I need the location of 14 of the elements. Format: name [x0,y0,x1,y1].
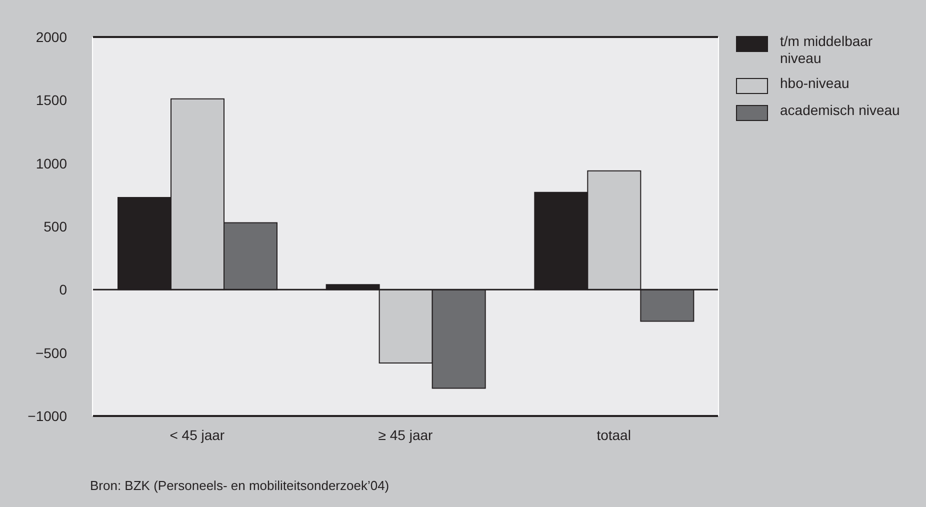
y-tick-label: 1000 [36,155,68,172]
y-tick-label: 0 [59,282,68,298]
y-tick-label: −1000 [28,408,68,424]
y-tick-label: 1500 [36,92,68,108]
y-tick-label: 2000 [36,28,68,45]
x-tick-label: < 45 jaar [170,426,225,443]
legend-label: hbo-niveau [780,75,850,92]
x-tick-label: totaal [596,426,631,443]
x-tick-label: ≥ 45 jaar [378,426,434,443]
y-tick-label: −500 [35,344,68,361]
legend-label: t/m middelbaar niveau [780,33,874,67]
legend-label: academisch niveau [780,102,900,119]
y-tick-label: 500 [44,218,68,234]
text: Bron: BZK (Personeels- en mobiliteitsonderzoek’04) [90,478,390,493]
